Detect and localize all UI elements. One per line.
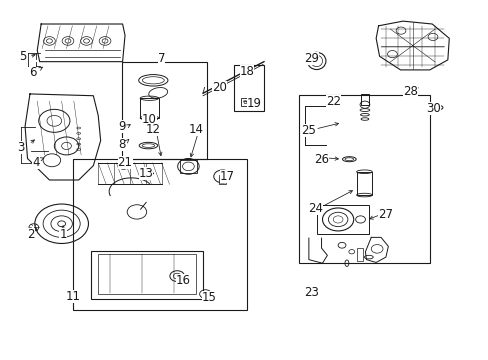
Text: 3: 3 [18, 141, 25, 154]
Bar [299, 95, 429, 263]
Bar [218, 175, 226, 184]
Text: 12: 12 [145, 123, 160, 136]
Text: 6: 6 [29, 66, 36, 79]
Bar [122, 62, 206, 159]
Bar [360, 94, 368, 105]
Text: 19: 19 [246, 98, 261, 111]
Text: 13: 13 [138, 167, 153, 180]
Text: 26: 26 [313, 153, 328, 166]
Text: 14: 14 [188, 123, 203, 136]
Text: 15: 15 [202, 291, 216, 304]
Text: 16: 16 [176, 274, 191, 287]
Text: 25: 25 [301, 124, 316, 137]
Bar [240, 98, 255, 106]
Text: 5: 5 [19, 50, 26, 63]
Text: 22: 22 [325, 95, 340, 108]
Bar [98, 254, 195, 294]
Text: 18: 18 [239, 65, 254, 78]
Text: 24: 24 [307, 202, 322, 215]
Text: 29: 29 [304, 52, 319, 65]
Text: 7: 7 [158, 51, 165, 64]
Text: 28: 28 [402, 85, 417, 98]
Text: 27: 27 [378, 208, 393, 221]
Text: 8: 8 [118, 138, 125, 150]
Bar [140, 98, 158, 118]
Text: 17: 17 [220, 170, 234, 183]
Text: 21: 21 [117, 156, 132, 169]
Text: 23: 23 [304, 287, 319, 300]
Bar [356, 172, 371, 195]
Text: 4: 4 [32, 156, 40, 169]
Text: 20: 20 [211, 81, 226, 94]
Bar [316, 205, 368, 234]
Bar [73, 159, 247, 310]
Text: 2: 2 [27, 228, 35, 241]
Bar [233, 64, 264, 111]
Text: 9: 9 [118, 121, 125, 134]
Bar [180, 160, 196, 173]
Bar [202, 294, 208, 300]
Text: 30: 30 [426, 103, 440, 116]
Bar [356, 248, 362, 261]
Text: 1: 1 [59, 228, 67, 241]
Text: 11: 11 [65, 290, 80, 303]
Text: 10: 10 [142, 113, 157, 126]
Bar [91, 251, 203, 299]
